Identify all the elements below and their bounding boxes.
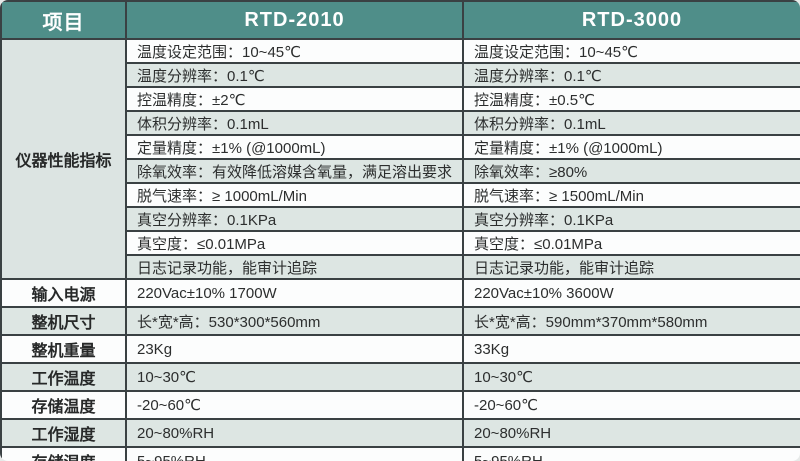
spec-value-rtd3000: 除氧效率：≥80% [462, 158, 800, 184]
table-row: 输入电源 220Vac±10% 1700W 220Vac±10% 3600W [0, 278, 800, 308]
row-label-dimensions: 整机尺寸 [0, 306, 127, 336]
spec-value-rtd3000: 真空分辨率：0.1KPa [462, 206, 800, 232]
spec-value-rtd2010: 控温精度：±2℃ [125, 86, 464, 112]
spec-value-rtd3000: 长*宽*高：590mm*370mm*580mm [462, 306, 800, 336]
table-row: 整机重量 23Kg 33Kg [0, 334, 800, 364]
row-label-storage-humidity: 存储湿度 [0, 446, 127, 461]
group-label-performance: 仪器性能指标 [0, 38, 127, 280]
table-row: 真空度：≤0.01MPa 真空度：≤0.01MPa [1, 230, 800, 256]
spec-value-rtd3000: 定量精度：±1% (@1000mL) [462, 134, 800, 160]
table-row: 定量精度：±1% (@1000mL) 定量精度：±1% (@1000mL) [1, 134, 800, 160]
table-row: 脱气速率：≥ 1000mL/Min 脱气速率：≥ 1500mL/Min [1, 182, 800, 208]
table-row: 整机尺寸 长*宽*高：530*300*560mm 长*宽*高：590mm*370… [0, 306, 800, 336]
spec-value-rtd3000: 10~30℃ [462, 362, 800, 392]
spec-value-rtd2010: 温度分辨率：0.1℃ [125, 62, 464, 88]
table-row: 除氧效率：有效降低溶媒含氧量，满足溶出要求 除氧效率：≥80% [1, 158, 800, 184]
spec-value-rtd3000: 5~95%RH [462, 446, 800, 461]
spec-value-rtd3000: 33Kg [462, 334, 800, 364]
table-row: 体积分辨率：0.1mL 体积分辨率：0.1mL [1, 110, 800, 136]
spec-value-rtd2010: 20~80%RH [125, 418, 464, 448]
row-label-working-temp: 工作温度 [0, 362, 127, 392]
table-row: 控温精度：±2℃ 控温精度：±0.5℃ [1, 86, 800, 112]
spec-value-rtd2010: -20~60℃ [125, 390, 464, 420]
spec-value-rtd2010: 5~95%RH [125, 446, 464, 461]
table-row: 存储温度 -20~60℃ -20~60℃ [0, 390, 800, 420]
spec-value-rtd2010: 脱气速率：≥ 1000mL/Min [125, 182, 464, 208]
spec-value-rtd3000: 20~80%RH [462, 418, 800, 448]
table-row: 存储湿度 5~95%RH 5~95%RH [0, 446, 800, 461]
spec-value-rtd3000: 控温精度：±0.5℃ [462, 86, 800, 112]
table-row: 工作湿度 20~80%RH 20~80%RH [0, 418, 800, 448]
spec-value-rtd2010: 体积分辨率：0.1mL [125, 110, 464, 136]
spec-value-rtd2010: 长*宽*高：530*300*560mm [125, 306, 464, 336]
spec-value-rtd3000: 真空度：≤0.01MPa [462, 230, 800, 256]
spec-value-rtd2010: 真空度：≤0.01MPa [125, 230, 464, 256]
spec-value-rtd2010: 220Vac±10% 1700W [125, 278, 464, 308]
spec-value-rtd2010: 23Kg [125, 334, 464, 364]
spec-value-rtd3000: 温度分辨率：0.1℃ [462, 62, 800, 88]
spec-value-rtd2010: 日志记录功能，能审计追踪 [125, 254, 464, 280]
column-header-rtd3000: RTD-3000 [462, 0, 800, 40]
table-row: 仪器性能指标 温度设定范围：10~45℃ 温度设定范围：10~45℃ [0, 38, 800, 280]
table-row: 真空分辨率：0.1KPa 真空分辨率：0.1KPa [1, 206, 800, 232]
spec-value-rtd3000: 日志记录功能，能审计追踪 [462, 254, 800, 280]
table-row: 日志记录功能，能审计追踪 日志记录功能，能审计追踪 [1, 254, 800, 280]
table-row: 工作温度 10~30℃ 10~30℃ [0, 362, 800, 392]
spec-value-rtd2010: 定量精度：±1% (@1000mL) [125, 134, 464, 160]
spec-value-rtd3000: -20~60℃ [462, 390, 800, 420]
spec-value-rtd3000: 脱气速率：≥ 1500mL/Min [462, 182, 800, 208]
spec-value-rtd3000: 220Vac±10% 3600W [462, 278, 800, 308]
spec-value-rtd2010: 真空分辨率：0.1KPa [125, 206, 464, 232]
header-row: 项目 RTD-2010 RTD-3000 [0, 0, 800, 40]
spec-value-rtd2010: 除氧效率：有效降低溶媒含氧量，满足溶出要求 [125, 158, 464, 184]
row-label-working-humidity: 工作湿度 [0, 418, 127, 448]
spec-value-rtd3000: 温度设定范围：10~45℃ [462, 38, 800, 64]
spec-value-rtd2010: 温度设定范围：10~45℃ [125, 38, 464, 64]
spec-value-rtd2010: 10~30℃ [125, 362, 464, 392]
column-header-item: 项目 [0, 0, 127, 40]
row-label-power: 输入电源 [0, 278, 127, 308]
row-label-weight: 整机重量 [0, 334, 127, 364]
column-header-rtd2010: RTD-2010 [125, 0, 464, 40]
row-label-storage-temp: 存储温度 [0, 390, 127, 420]
table-row: 温度分辨率：0.1℃ 温度分辨率：0.1℃ [1, 62, 800, 88]
spec-value-rtd3000: 体积分辨率：0.1mL [462, 110, 800, 136]
